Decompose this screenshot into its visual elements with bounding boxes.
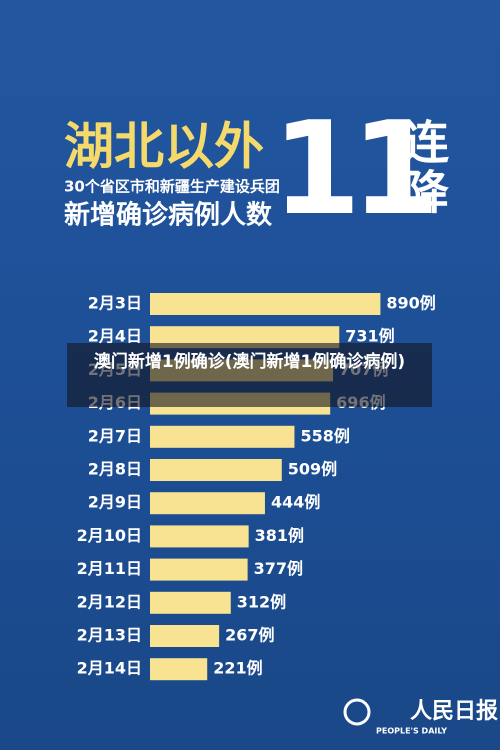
y-tick-label: 2月13日 <box>77 626 142 645</box>
logo-icon <box>343 698 371 726</box>
y-tick-label: 2月7日 <box>88 426 142 445</box>
value-label: 381例 <box>255 526 304 545</box>
bar <box>150 525 249 548</box>
y-tick-label: 2月12日 <box>77 592 142 611</box>
y-tick-label: 2月9日 <box>88 493 142 512</box>
bar <box>150 658 208 681</box>
logo-english: PEOPLE'S DAILY <box>376 727 447 736</box>
bar <box>150 326 340 349</box>
y-tick-label: 2月10日 <box>77 526 142 545</box>
headline-number: 11 <box>272 95 432 244</box>
value-label: 312例 <box>237 592 286 611</box>
y-tick-label: 2月3日 <box>88 294 142 313</box>
value-label: 731例 <box>345 327 394 346</box>
y-tick-label: 2月4日 <box>88 327 142 346</box>
subtitle2: 新增确诊病例人数 <box>64 200 273 231</box>
y-tick-label: 2月8日 <box>88 460 142 479</box>
bar <box>150 459 282 481</box>
bar <box>150 591 231 614</box>
value-label: 267例 <box>225 626 274 645</box>
bar <box>150 425 295 448</box>
subtitle: 30个省区市和新疆生产建设兵团 <box>64 178 280 196</box>
bar <box>150 293 381 315</box>
y-tick-label: 2月14日 <box>77 659 142 678</box>
value-label: 558例 <box>300 426 349 445</box>
headline-word: 连降 <box>396 118 450 218</box>
bar <box>150 492 265 515</box>
value-label: 221例 <box>213 659 262 678</box>
title: 湖北以外 <box>64 118 264 176</box>
value-label: 509例 <box>288 460 337 479</box>
logo-name: 人民日报 <box>410 699 498 724</box>
y-tick-label: 2月11日 <box>77 559 142 578</box>
bar <box>150 558 248 581</box>
value-label: 444例 <box>271 493 320 512</box>
value-label: 890例 <box>386 294 435 313</box>
overlay-caption: 澳门新增1例确诊(澳门新增1例确诊病例) <box>67 343 432 407</box>
value-label: 377例 <box>254 559 303 578</box>
bar <box>150 625 220 647</box>
